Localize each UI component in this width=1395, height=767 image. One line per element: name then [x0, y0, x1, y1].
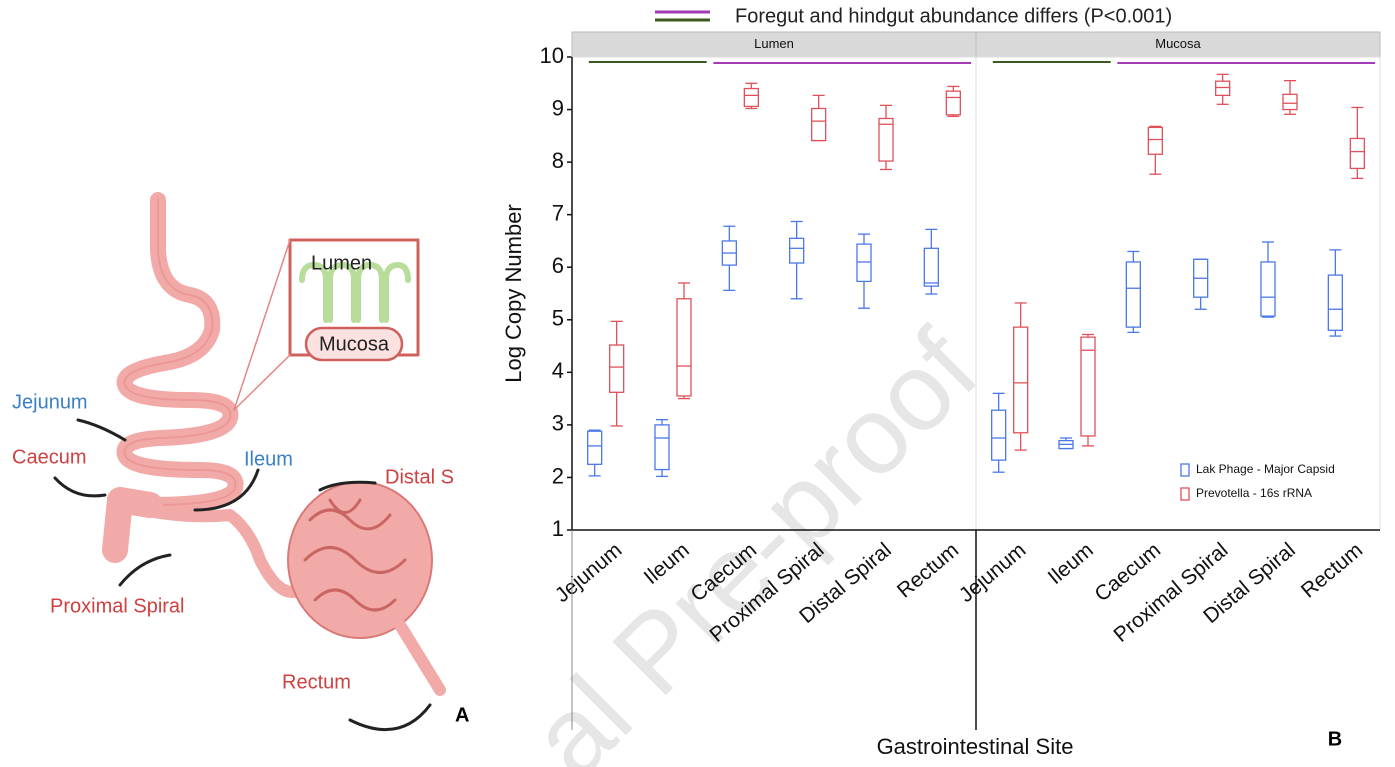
- facet-label: Mucosa: [1155, 36, 1201, 51]
- y-tick-label: 2: [552, 463, 564, 488]
- box: [655, 425, 669, 470]
- x-tick-label: Rectum: [893, 538, 963, 602]
- box: [744, 89, 758, 107]
- box: [1261, 262, 1275, 316]
- x-tick-label: Jejunum: [955, 538, 1031, 607]
- y-tick-label: 7: [552, 200, 564, 225]
- legend-swatch: [1181, 488, 1189, 500]
- box: [1014, 327, 1028, 433]
- x-axis-title: Gastrointestinal Site: [877, 734, 1074, 759]
- box: [946, 91, 960, 115]
- x-tick-label: Ileum: [1044, 538, 1098, 589]
- y-axis-title: Log Copy Number: [501, 204, 526, 383]
- box: [790, 238, 804, 263]
- x-tick-label: Proximal Spiral: [1109, 538, 1232, 646]
- y-tick-label: 5: [552, 306, 564, 331]
- watermark: al Pre-proof: [507, 307, 1001, 767]
- plot-frame: [976, 57, 1380, 530]
- box: [1148, 127, 1162, 154]
- inset-label: Mucosa: [319, 333, 390, 355]
- site-label: Proximal Spiral: [50, 595, 184, 617]
- inset-label: Lumen: [311, 252, 372, 274]
- site-label: Rectum: [282, 671, 351, 693]
- box: [1283, 94, 1297, 109]
- x-tick-label: Jejunum: [551, 538, 627, 607]
- box: [677, 299, 691, 396]
- box: [610, 345, 624, 392]
- box: [1350, 138, 1364, 168]
- box: [1216, 81, 1230, 95]
- site-label: Caecum: [12, 446, 86, 468]
- box: [588, 431, 602, 464]
- legend-swatch: [1181, 464, 1189, 476]
- site-label: Distal S: [385, 466, 454, 488]
- site-label: Jejunum: [12, 391, 88, 413]
- box: [1328, 275, 1342, 330]
- legend-label: Prevotella - 16s rRNA: [1196, 486, 1312, 500]
- box: [992, 410, 1006, 460]
- box: [924, 248, 938, 286]
- site-label: Ileum: [244, 448, 293, 470]
- box: [812, 109, 826, 141]
- panel-label: A: [455, 704, 469, 726]
- legend-label: Lak Phage - Major Capsid: [1196, 462, 1335, 476]
- x-tick-label: Rectum: [1297, 538, 1367, 602]
- y-tick-label: 9: [552, 95, 564, 120]
- y-tick-label: 3: [552, 411, 564, 436]
- panel-label: B: [1328, 728, 1342, 750]
- annotation-text: Foregut and hindgut abundance differs (P…: [735, 5, 1172, 27]
- box: [1126, 262, 1140, 327]
- box: [1081, 337, 1095, 436]
- facet-label: Lumen: [754, 36, 794, 51]
- y-tick-label: 10: [540, 43, 564, 68]
- y-tick-label: 8: [552, 148, 564, 173]
- box: [857, 244, 871, 281]
- y-tick-label: 4: [552, 358, 564, 383]
- figure: Jejunum Caecum Ileum Distal S Proximal S…: [0, 0, 1395, 767]
- y-tick-label: 6: [552, 253, 564, 278]
- y-tick-label: 1: [552, 516, 564, 541]
